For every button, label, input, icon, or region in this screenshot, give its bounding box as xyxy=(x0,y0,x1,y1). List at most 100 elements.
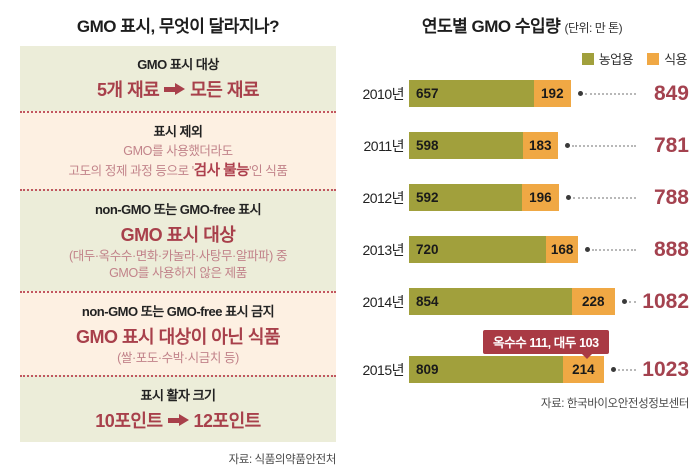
section-body-line: (대두·옥수수·면화·카놀라·사탕무·알파파) 중 xyxy=(68,248,288,263)
section-heading: non-GMO 또는 GMO-free 표시 금지 xyxy=(81,303,275,319)
bar-segment-food: 228 xyxy=(571,288,615,315)
chart-row-2012: 2012년 592 196 788 xyxy=(355,184,689,211)
body-suffix: '인 식품 xyxy=(249,163,288,178)
year-label: 2015년 xyxy=(362,361,404,378)
bar-segment-food: 196 xyxy=(521,184,559,211)
left-panel: GMO 표시, 무엇이 달라지나? GMO 표시 대상 5개 재료 모든 재료 표… xyxy=(20,8,336,466)
connector-dot-icon xyxy=(566,195,571,200)
bar-segment-food: 192 xyxy=(534,80,571,107)
chart-unit-label: (단위: 만 톤) xyxy=(564,21,623,35)
total-value: 788 xyxy=(653,185,689,209)
total-value: 781 xyxy=(653,133,689,157)
leader-line xyxy=(592,248,636,251)
bar-segment-agricultural: 720 xyxy=(409,236,547,263)
section-nongmo-label-ban: non-GMO 또는 GMO-free 표시 금지 GMO 표시 대상이 아닌 … xyxy=(20,290,336,376)
segment-value: 183 xyxy=(528,138,552,153)
total-value: 1023 xyxy=(642,357,689,381)
leader-line xyxy=(573,196,636,199)
connector-dot-icon xyxy=(622,299,627,304)
stacked-bar-chart: 2010년 657 192 849 2011년 598 183 781 xyxy=(355,80,689,391)
segment-value: 809 xyxy=(416,362,439,377)
bar-segment-agricultural: 809 xyxy=(409,356,564,383)
connector-dot-icon xyxy=(577,91,583,96)
chart-title: 연도별 GMO 수입량 (단위: 만 톤) xyxy=(355,12,689,37)
legend-swatch-icon xyxy=(647,52,660,65)
year-label: 2010년 xyxy=(362,85,404,102)
left-panel-title: GMO 표시, 무엇이 달라지나? xyxy=(76,17,280,36)
section-highlight: 10포인트 12포인트 xyxy=(26,407,330,433)
leader-line xyxy=(617,368,636,371)
annotation-callout: 옥수수 111, 대두 103 xyxy=(483,330,609,359)
segment-value: 214 xyxy=(572,362,595,377)
bar-segment-agricultural: 598 xyxy=(409,132,523,159)
year-label: 2012년 xyxy=(362,189,404,206)
chart-row-2014: 2014년 854 228 1082 xyxy=(355,288,689,315)
section-label-target: GMO 표시 대상 5개 재료 모든 재료 xyxy=(20,46,336,111)
leader-line xyxy=(571,144,636,147)
stacked-bar: 854 228 xyxy=(409,288,615,315)
segment-value: 228 xyxy=(582,294,605,309)
connector-dot-icon xyxy=(610,367,616,372)
segment-value: 854 xyxy=(416,294,439,309)
legend-swatch-icon xyxy=(581,52,594,65)
segment-value: 598 xyxy=(416,138,439,153)
section-highlight: GMO 표시 대상 xyxy=(120,224,236,245)
chart-row-2010: 2010년 657 192 849 xyxy=(355,80,689,107)
section-label-exclusion: 표시 제외 GMO를 사용했더라도 고도의 정제 과정 등으로 '검사 불능'인… xyxy=(20,111,336,189)
bar-segment-food: 214 xyxy=(563,356,604,383)
chart-row-2015-wrap: 옥수수 111, 대두 103 2015년 809 214 1023 xyxy=(355,330,689,391)
section-font-size: 표시 활자 크기 10포인트 12포인트 xyxy=(20,375,336,443)
total-value: 1082 xyxy=(642,289,689,313)
total-value: 849 xyxy=(653,81,689,105)
section-highlight: 5개 재료 모든 재료 xyxy=(26,76,330,102)
section-heading: non-GMO 또는 GMO-free 표시 xyxy=(94,201,262,217)
stacked-bar: 809 214 xyxy=(409,356,604,383)
bar-segment-agricultural: 592 xyxy=(409,184,522,211)
stacked-bar: 720 168 xyxy=(409,236,579,263)
total-value: 888 xyxy=(653,237,689,261)
stacked-bar: 592 196 xyxy=(409,184,559,211)
segment-value: 592 xyxy=(416,190,439,205)
right-source-credit: 자료: 한국바이오안전성정보센터 xyxy=(540,398,690,410)
legend-item-agricultural: 농업용 xyxy=(581,49,634,68)
segment-value: 192 xyxy=(541,86,564,101)
bar-segment-food: 183 xyxy=(522,132,558,159)
chart-panel: 연도별 GMO 수입량 (단위: 만 톤) 농업용 식용 2010년 657 1… xyxy=(355,8,689,419)
chart-row-2013: 2013년 720 168 888 xyxy=(355,236,689,263)
chart-row-2015: 2015년 809 214 1023 xyxy=(355,356,689,383)
legend-item-food: 식용 xyxy=(647,49,687,68)
bar-segment-agricultural: 854 xyxy=(409,288,572,315)
section-nongmo-label: non-GMO 또는 GMO-free 표시 GMO 표시 대상 (대두·옥수수… xyxy=(20,188,336,291)
section-heading: GMO 표시 대상 xyxy=(137,57,219,72)
before-value: 10포인트 xyxy=(95,411,163,432)
connector-dot-icon xyxy=(585,247,591,252)
arrow-right-icon xyxy=(167,414,189,427)
legend-label: 농업용 xyxy=(598,52,634,67)
before-value: 5개 재료 xyxy=(97,80,160,100)
section-heading: 표시 활자 크기 xyxy=(140,388,216,404)
year-label: 2011년 xyxy=(363,137,405,154)
left-source-credit: 자료: 식품의약품안전처 xyxy=(228,454,337,467)
bar-segment-agricultural: 657 xyxy=(409,80,535,107)
chart-legend: 농업용 식용 xyxy=(355,49,687,68)
year-label: 2013년 xyxy=(362,241,404,258)
gmo-infographic: GMO 표시, 무엇이 달라지나? GMO 표시 대상 5개 재료 모든 재료 표… xyxy=(20,8,689,466)
after-value: 12포인트 xyxy=(193,411,262,432)
segment-value: 168 xyxy=(550,242,574,257)
annotation-text: 옥수수 111, 대두 103 xyxy=(493,336,599,350)
segment-value: 196 xyxy=(529,190,552,205)
chart-row-2011: 2011년 598 183 781 xyxy=(355,132,689,159)
segment-value: 720 xyxy=(416,242,439,257)
section-body-line: (쌀·포도·수박·시금치 등) xyxy=(117,350,239,365)
leader-line xyxy=(629,300,636,303)
chart-title-text: 연도별 GMO 수입량 xyxy=(421,17,561,36)
leader-line xyxy=(584,92,636,95)
connector-dot-icon xyxy=(564,143,570,148)
stacked-bar: 657 192 xyxy=(409,80,571,107)
arrow-right-icon xyxy=(164,83,186,96)
section-highlight: GMO 표시 대상이 아닌 식품 xyxy=(75,326,281,347)
stacked-bar: 598 183 xyxy=(409,132,558,159)
body-emphasis: 검사 불능 xyxy=(193,162,250,179)
section-body-line: GMO를 사용했더라도 xyxy=(123,144,233,158)
section-body-line: 고도의 정제 과정 등으로 '검사 불능'인 식품 xyxy=(26,161,330,181)
